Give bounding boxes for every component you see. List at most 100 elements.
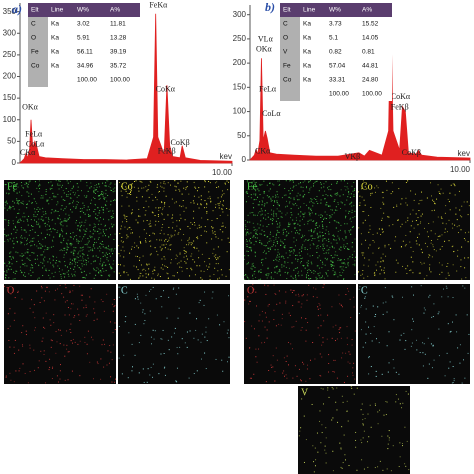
map-dot [351,254,353,256]
map-dot [129,191,131,193]
map-dot [363,430,365,432]
map-dot [42,245,44,247]
map-dot [247,277,249,279]
map-dot [323,284,325,286]
map-dot [365,321,367,323]
map-dot [337,230,339,232]
map-dot [8,189,10,191]
map-dot [290,197,292,199]
map-dot [169,249,171,251]
map-dot [32,311,34,313]
map-dot [147,189,149,191]
map-dot [297,223,299,225]
map-dot [348,351,350,353]
map-dot [324,264,326,266]
map-dot [110,268,112,270]
map-dot [119,286,121,288]
map-dot [340,275,342,277]
map-dot [273,184,275,186]
map-dot [273,284,275,286]
map-dot [123,214,125,216]
x-axis-label: kev [220,152,232,161]
map-dot [133,265,135,267]
map-dot [275,347,277,349]
map-dot [174,185,176,187]
map-dot [103,192,105,194]
map-dot [47,199,49,201]
map-dot [119,182,121,184]
map-dot [203,270,205,272]
map-dot [8,261,10,263]
map-dot [350,386,352,388]
table-cell: 39.19 [110,49,127,56]
map-dot [4,219,6,221]
map-dot [332,326,334,328]
map-dot [51,199,53,201]
map-dot [428,256,430,258]
map-dot [331,245,333,247]
map-dot [308,208,310,210]
map-dot [194,261,196,263]
map-dot [349,203,351,205]
map-dot [34,329,36,331]
map-dot [246,275,248,277]
map-dot [164,183,166,185]
map-dot [410,246,412,248]
map-dot [452,321,454,323]
table-cell: 0.82 [329,49,342,56]
map-dot [341,395,343,397]
map-dot [278,323,280,325]
map-dot [131,246,133,248]
map-dot [154,215,156,217]
map-dot [404,463,406,465]
map-dot [40,218,42,220]
map-dot [45,312,47,314]
map-dot [144,319,146,321]
map-dot [270,200,272,202]
map-dot [16,202,18,204]
map-dot [64,284,66,286]
map-dot [412,209,414,211]
map-dot [61,229,63,231]
map-dot [330,195,332,197]
map-dot [252,262,254,264]
map-dot [111,248,113,250]
map-dot [395,259,397,261]
map-dot [22,187,24,189]
map-dot [226,332,228,334]
map-dot [275,194,277,196]
map-dot [15,184,17,186]
map-dot [167,248,169,250]
map-dot [390,470,392,472]
map-dot [292,187,294,189]
map-dot [370,193,372,195]
map-dot [119,233,121,235]
map-dot [326,226,328,228]
map-dot [79,222,81,224]
map-dot [342,266,344,268]
map-dot [222,225,224,227]
map-dot [349,231,351,233]
map-dot [214,233,216,235]
map-dot [247,229,249,231]
map-dot [214,206,216,208]
map-dot [291,348,293,350]
map-dot [258,320,260,322]
map-dot [154,269,156,271]
map-dot [32,240,34,242]
map-dot [55,352,57,354]
map-dot [145,294,147,296]
map-dot [55,210,57,212]
map-dot [331,183,333,185]
map-dot [19,266,21,268]
map-dot [265,252,267,254]
map-dot [151,193,153,195]
map-dot [45,213,47,215]
map-dot [72,191,74,193]
map-dot [288,250,290,252]
map-dot [114,322,116,324]
map-dot [383,212,385,214]
map-dot [30,275,32,277]
map-dot [418,272,420,274]
map-dot [428,222,430,224]
